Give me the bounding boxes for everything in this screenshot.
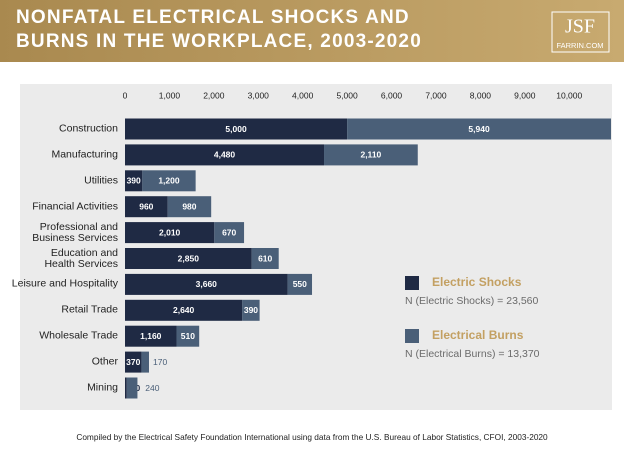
value-label: 240 (145, 383, 159, 393)
category-label: Mining (87, 381, 118, 394)
value-label: 170 (153, 357, 167, 367)
bar-segment (287, 273, 313, 295)
legend-label: Electric Shocks (432, 275, 522, 289)
bar-segment (214, 222, 245, 244)
bar-segment (324, 144, 418, 166)
value-label: 550 (293, 279, 307, 289)
logo-box (551, 11, 610, 53)
legend-note: N (Electrical Burns) = 13,370 (405, 348, 540, 360)
bar-segment (126, 377, 138, 399)
category-label: Financial Activities (32, 200, 118, 213)
source-note: Compiled by the Electrical Safety Founda… (76, 432, 548, 442)
category-label: Education and Health Services (44, 246, 118, 270)
bar-segment (125, 299, 243, 321)
bar-segment (347, 118, 611, 140)
bar-segment (125, 196, 168, 218)
x-tick-label: 8,000 (470, 90, 492, 100)
value-label: 980 (182, 201, 196, 211)
x-tick-label: 2,000 (203, 90, 225, 100)
x-tick-label: 7,000 (425, 90, 447, 100)
x-tick-label: 5,000 (336, 90, 358, 100)
value-label: 390 (127, 176, 141, 186)
category-label: Manufacturing (51, 148, 118, 161)
category-label: Construction (59, 122, 118, 135)
category-label: Other (91, 355, 118, 368)
x-tick-label: 10,000 (556, 90, 582, 100)
x-tick-label: 1,000 (159, 90, 181, 100)
bar-segment (125, 118, 348, 140)
value-label: 5,940 (468, 124, 490, 134)
value-label: 670 (222, 227, 236, 237)
logo-site: FARRIN.COM (556, 41, 603, 50)
chart-title: NONFATAL ELECTRICAL SHOCKS AND BURNS IN T… (16, 7, 422, 52)
category-label: Leisure and Hospitality (11, 277, 118, 290)
bar-segment (251, 248, 279, 269)
bar-segment (125, 222, 215, 244)
category-label: Professional and Business Services (32, 220, 118, 244)
value-label: 370 (126, 357, 140, 367)
bar-segment (167, 196, 212, 218)
bar-segment (125, 325, 177, 347)
category-label: Retail Trade (61, 303, 118, 316)
value-label: 3,660 (196, 279, 218, 289)
x-tick-label: 0 (123, 90, 128, 100)
value-label: 2,640 (173, 305, 195, 315)
legend-note: N (Electric Shocks) = 23,560 (405, 295, 539, 307)
value-label: 510 (181, 331, 195, 341)
value-label: 1,200 (158, 176, 180, 186)
value-label: 960 (139, 201, 153, 211)
value-label: 2,110 (360, 150, 381, 160)
bar-segment (125, 248, 252, 269)
x-tick-label: 3,000 (248, 90, 270, 100)
value-label: 2,850 (178, 253, 200, 263)
x-tick-label: 6,000 (381, 90, 403, 100)
bar-segment (141, 351, 149, 373)
category-label: Wholesale Trade (39, 329, 118, 342)
bar-segment (125, 273, 288, 295)
bar-segment (125, 377, 127, 399)
value-label: 390 (244, 305, 258, 315)
bar-segment (125, 170, 143, 192)
x-tick-label: 4,000 (292, 90, 314, 100)
bar-segment (125, 144, 325, 166)
legend-label: Electrical Burns (432, 328, 524, 342)
bar-segment (125, 351, 142, 373)
header-band (0, 0, 624, 62)
bar-segment (242, 299, 260, 321)
value-label: 610 (258, 253, 272, 263)
bar-segment (176, 325, 200, 347)
x-tick-label: 9,000 (514, 90, 536, 100)
value-label: 1,160 (140, 331, 162, 341)
value-label: 4,480 (214, 150, 236, 160)
logo: JSF (565, 16, 595, 38)
category-label: Utilities (84, 174, 118, 187)
bar-segment (142, 170, 196, 192)
legend-swatch (405, 329, 419, 343)
value-label: 2,010 (159, 227, 181, 237)
legend-swatch (405, 276, 419, 290)
value-label: 5,000 (225, 124, 247, 134)
